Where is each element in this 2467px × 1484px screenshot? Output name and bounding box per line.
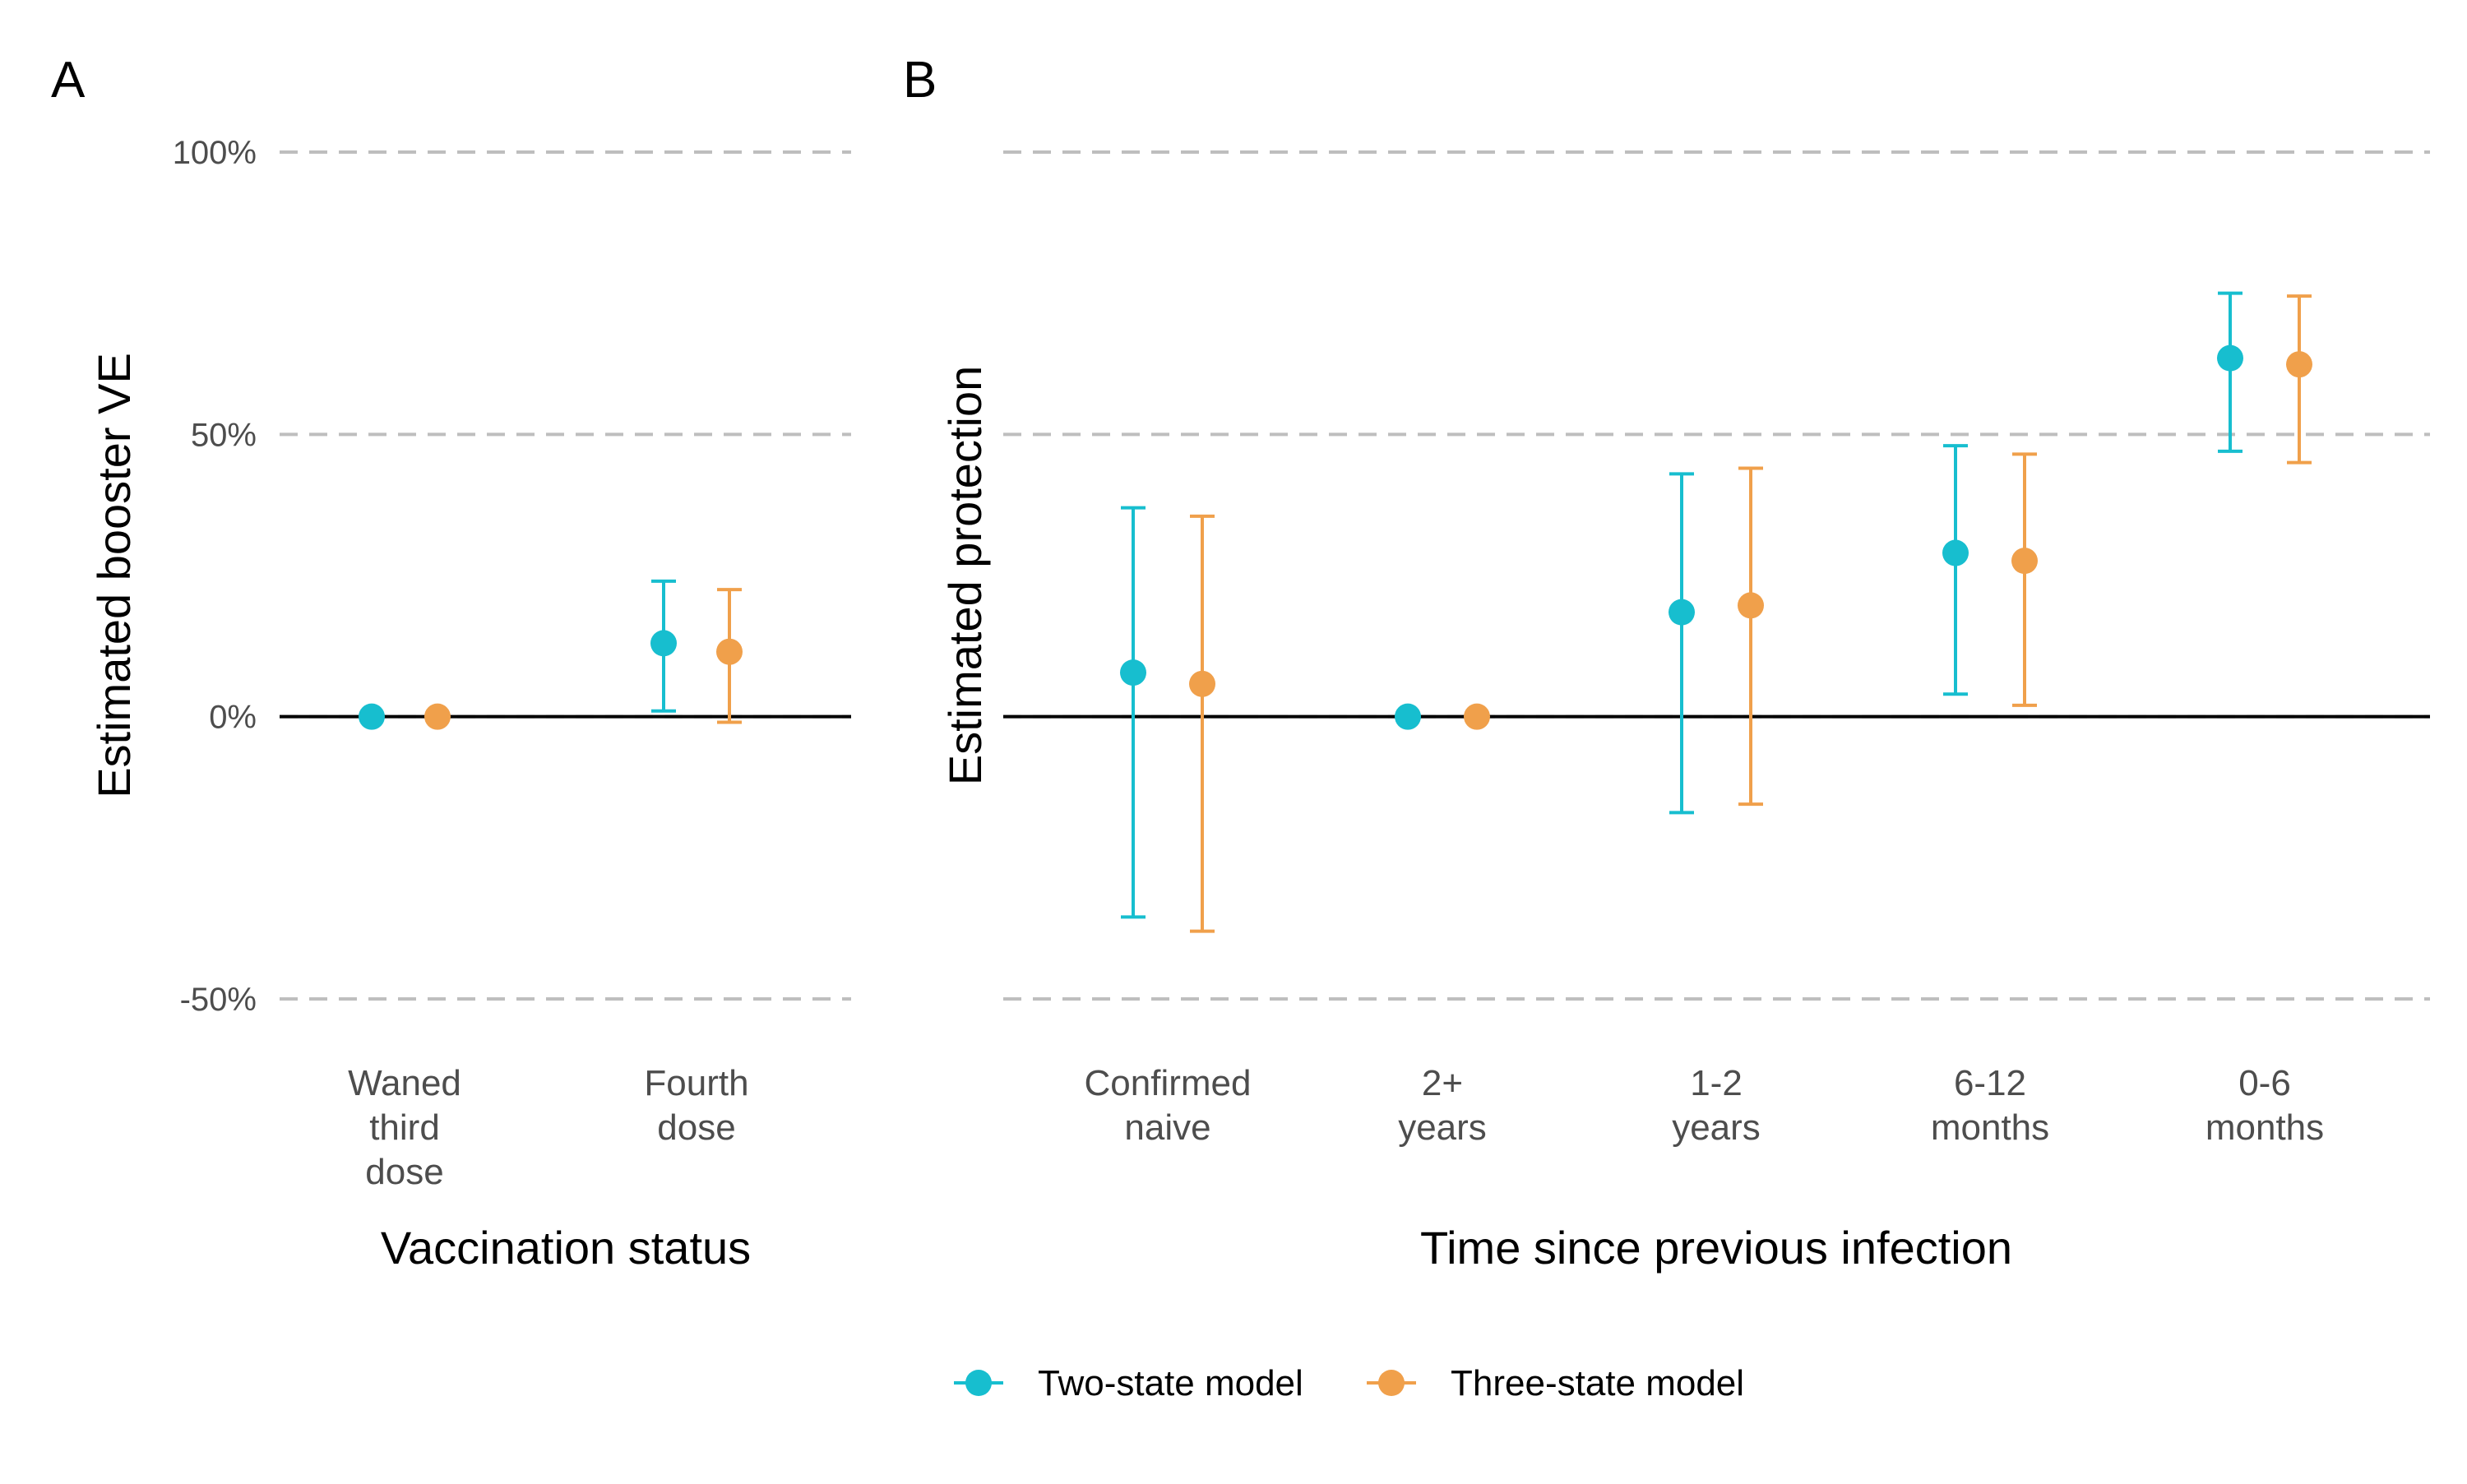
legend-label: Three-state model <box>1451 1363 1744 1403</box>
x-tick-label: 0-6 months <box>2205 1063 2324 1148</box>
x-tick-line: years <box>1672 1107 1761 1148</box>
x-tick-label: Confirmed naive <box>1085 1063 1252 1148</box>
x-tick-line: dose <box>365 1152 443 1192</box>
x-tick-line: naive <box>1124 1107 1210 1148</box>
x-tick-line: 2+ <box>1422 1063 1463 1103</box>
x-tick-line: dose <box>657 1107 735 1148</box>
x-axis-title: Time since previous infection <box>1420 1222 2012 1274</box>
y-tick-label: 100% <box>173 135 257 171</box>
data-point <box>1669 599 1695 626</box>
y-tick-label: -50% <box>180 982 257 1018</box>
legend-label: Two-state model <box>1038 1363 1303 1403</box>
data-point <box>650 630 677 657</box>
data-point <box>424 703 451 730</box>
x-tick-line: months <box>1931 1107 2049 1148</box>
panel-label: B <box>903 52 937 109</box>
y-axis-title: Estimated booster VE <box>88 353 140 798</box>
panel-label: A <box>51 52 86 109</box>
panel-a: A 100% 50% 0% -50% Estimated booster VE Waned t… <box>51 52 851 1274</box>
x-tick-label: 6-12 months <box>1931 1063 2049 1148</box>
y-tick-label: 50% <box>191 417 257 453</box>
data-point <box>1464 703 1490 730</box>
x-tick-line: 1-2 <box>1690 1063 1743 1103</box>
y-tick-label: 0% <box>209 700 257 736</box>
data-point <box>2217 344 2243 372</box>
x-tick-line: 6-12 <box>1954 1063 2026 1103</box>
x-tick-label: 2+ years <box>1398 1063 1487 1148</box>
data-point <box>2011 548 2038 575</box>
data-point <box>716 638 743 665</box>
data-point <box>359 703 385 730</box>
data-point <box>1120 659 1146 687</box>
x-tick-label: Waned third dose <box>348 1063 461 1192</box>
data-point <box>1942 539 1969 566</box>
x-axis-title: Vaccination status <box>381 1222 751 1274</box>
data-point <box>1738 592 1764 619</box>
data-point <box>1189 670 1215 697</box>
legend: Two-state model Three-state model <box>954 1363 1744 1403</box>
x-tick-line: years <box>1398 1107 1487 1148</box>
x-tick-line: Confirmed <box>1085 1063 1252 1103</box>
x-tick-line: Fourth <box>644 1063 748 1103</box>
x-tick-line: months <box>2205 1107 2324 1148</box>
y-axis-title: Estimated protection <box>939 366 991 785</box>
x-tick-label: 1-2 years <box>1672 1063 1761 1148</box>
x-tick-label: Fourth dose <box>644 1063 748 1148</box>
data-point <box>1395 703 1421 730</box>
legend-key-dot <box>1378 1370 1405 1396</box>
legend-key-dot <box>965 1370 992 1396</box>
x-tick-line: Waned <box>348 1063 461 1103</box>
x-tick-line: 0-6 <box>2238 1063 2291 1103</box>
data-point <box>2286 351 2312 378</box>
x-tick-line: third <box>369 1107 440 1148</box>
